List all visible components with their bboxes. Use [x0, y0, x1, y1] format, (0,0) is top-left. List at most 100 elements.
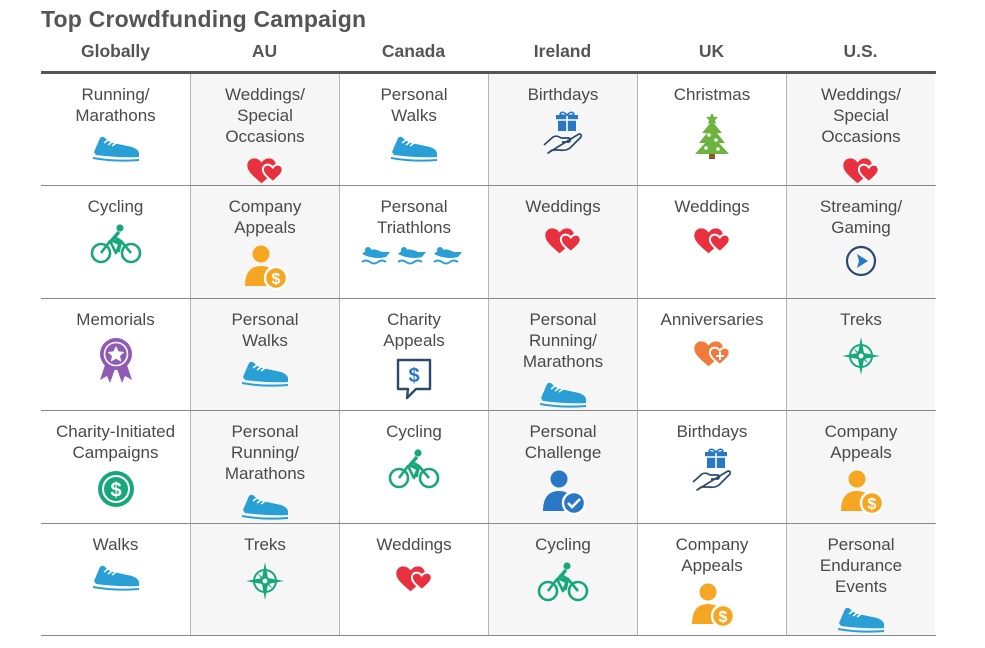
person-check-icon [489, 469, 637, 522]
table-cell: Company Appeals $ [190, 186, 339, 298]
campaign-label: Weddings/ Special Occasions [224, 85, 305, 146]
table-row: Memorials Personal Walks Charity Appeals $ P… [41, 298, 936, 412]
play-icon [787, 244, 935, 283]
table-cell: Personal Challenge [488, 411, 637, 523]
campaign-label: Company Appeals [228, 197, 302, 238]
campaign-label: Anniversaries [660, 309, 764, 329]
campaign-label: Personal Triathlons [376, 197, 451, 238]
shoe-icon [191, 490, 339, 527]
campaign-label: Treks [840, 309, 882, 329]
hearts-plus-icon [638, 336, 786, 375]
shoe-icon [489, 378, 637, 415]
campaign-label: Birthdays [527, 85, 599, 104]
triathlon-icon [340, 244, 488, 273]
campaign-table: Globally AU Canada Ireland UK U.S. Runni… [41, 40, 936, 636]
campaign-label: Personal Walks [380, 85, 448, 125]
coin-icon: $ [41, 469, 190, 514]
hearts-icon [787, 153, 935, 192]
table-cell: Personal Triathlons [339, 186, 488, 298]
table-cell: Charity-Initiated Campaigns $ [41, 411, 190, 522]
shoe-icon [41, 132, 190, 169]
shoe-icon [787, 603, 935, 640]
campaign-label: Weddings/ Special Occasions [820, 85, 901, 146]
shoe-icon [191, 357, 339, 394]
campaign-label: Treks [244, 534, 286, 554]
campaign-label: Cycling [386, 422, 442, 442]
bike-icon [41, 223, 190, 270]
campaign-label: Charity Appeals [383, 309, 445, 350]
gift-hand-icon [638, 448, 786, 497]
person-dollar-icon: $ [787, 469, 935, 522]
campaign-label: Weddings [525, 197, 601, 217]
table-row: Running/ Marathons Weddings/ Special Occa… [41, 74, 936, 187]
table-cell: Christmas [637, 74, 786, 186]
hearts-icon [191, 153, 339, 192]
hearts-icon [340, 561, 488, 600]
column-header: U.S. [843, 41, 878, 61]
campaign-label: Personal Running/ Marathons [522, 309, 604, 371]
table-cell: Personal Running/ Marathons [190, 411, 339, 523]
column-header: AU [251, 41, 278, 61]
table-row: Charity-Initiated Campaigns $ Personal Run… [41, 411, 936, 524]
compass-icon [191, 561, 339, 606]
campaign-label: Cycling [535, 534, 591, 554]
column-header: Globally [80, 41, 151, 61]
table-cell: Charity Appeals $ [339, 298, 488, 411]
gift-hand-icon [489, 111, 637, 160]
table-cell: Weddings [339, 523, 488, 635]
table-cell: Personal Walks [190, 298, 339, 411]
compass-icon [787, 336, 935, 381]
header-divider [41, 71, 936, 74]
column-header: UK [698, 41, 725, 61]
campaign-label: Weddings [674, 197, 750, 217]
table-cell: Walks [41, 524, 190, 635]
table-cell: Memorials [41, 299, 190, 410]
svg-text:$: $ [868, 496, 877, 513]
svg-text:$: $ [272, 271, 281, 288]
campaign-label: Walks [92, 534, 139, 554]
svg-text:$: $ [408, 365, 419, 387]
bike-icon [489, 561, 637, 608]
table-body: Running/ Marathons Weddings/ Special Occa… [41, 74, 936, 636]
shoe-icon [340, 132, 488, 169]
table-cell: Cycling [41, 186, 190, 297]
person-dollar-icon: $ [191, 244, 339, 297]
campaign-label: Memorials [76, 309, 155, 329]
campaign-label: Birthdays [676, 422, 748, 442]
table-cell: Weddings/ Special Occasions [786, 74, 935, 186]
hearts-icon [489, 223, 637, 262]
table-cell: Personal Running/ Marathons [488, 298, 637, 411]
campaign-label: Weddings [376, 534, 452, 554]
table-cell: Cycling [339, 411, 488, 523]
svg-text:$: $ [719, 609, 728, 626]
bike-icon [340, 448, 488, 495]
table-row: Cycling Company Appeals $ Personal Triathlo… [41, 186, 936, 299]
person-dollar-icon: $ [638, 582, 786, 635]
table-cell: Personal Walks [339, 74, 488, 186]
campaign-label: Personal Challenge [524, 422, 602, 463]
table-cell: Birthdays [637, 411, 786, 523]
table-cell: Company Appeals $ [637, 523, 786, 635]
table-cell: Personal Endurance Events [786, 523, 935, 635]
campaign-label: Personal Endurance Events [819, 534, 903, 596]
campaign-label: Charity-Initiated Campaigns [55, 422, 176, 463]
table-cell: Weddings/ Special Occasions [190, 74, 339, 186]
column-header: Canada [381, 41, 446, 61]
campaign-label: Personal Walks [231, 309, 299, 350]
table-cell: Streaming/ Gaming [786, 186, 935, 298]
table-row: Walks Treks Weddings Cycling Company Appeals… [41, 523, 936, 636]
campaign-label: Cycling [87, 197, 144, 217]
hearts-icon [638, 223, 786, 262]
table-header: Globally AU Canada Ireland UK U.S. [41, 40, 936, 70]
column-header: Ireland [533, 41, 592, 61]
svg-text:$: $ [110, 480, 121, 502]
table-cell: Birthdays [488, 74, 637, 186]
page-title: Top Crowdfunding Campaign [41, 6, 367, 32]
ribbon-icon [41, 336, 190, 389]
table-cell: Weddings [488, 186, 637, 298]
table-cell: Weddings [637, 186, 786, 298]
table-cell: Running/ Marathons [41, 74, 190, 185]
speech-dollar-icon: $ [340, 357, 488, 406]
campaign-label: Streaming/ Gaming [819, 197, 903, 238]
campaign-label: Company Appeals [824, 422, 898, 463]
